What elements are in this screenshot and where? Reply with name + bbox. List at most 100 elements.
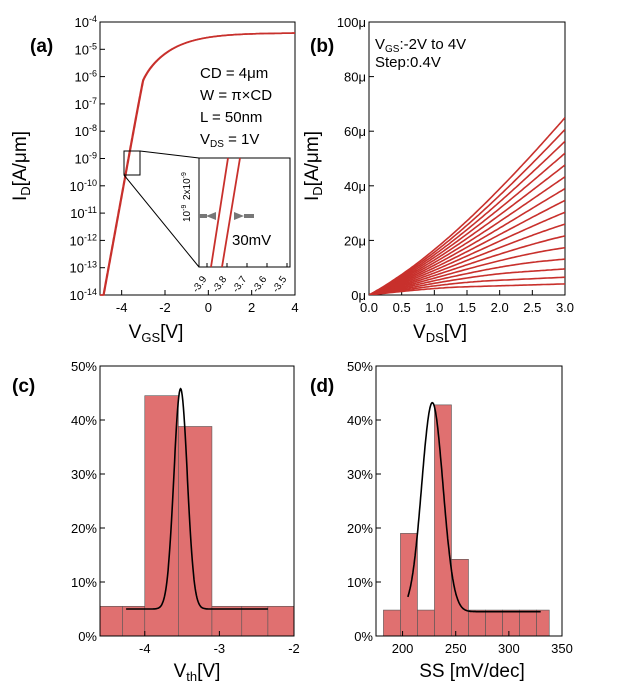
ytick-label: 10-11 bbox=[70, 205, 97, 221]
panel-a-transfer-curve-2 bbox=[100, 32, 295, 296]
ytick-label: 30% bbox=[347, 467, 373, 482]
output-curve bbox=[369, 235, 565, 295]
inset-x-ticks: -3.9 -3.8 -3.7 -3.6 -3.5 bbox=[191, 263, 290, 295]
xtick-label: 4 bbox=[291, 300, 298, 315]
histogram-bar bbox=[536, 609, 550, 637]
histogram-bar bbox=[485, 609, 503, 637]
xtick-label: 0.5 bbox=[393, 300, 411, 315]
panel-c-bars bbox=[99, 395, 295, 637]
panel-c-y-ticks: 0% 10% 20% 30% 40% 50% bbox=[71, 359, 105, 644]
ytick-label: 10-8 bbox=[75, 123, 97, 139]
ytick-label: 10% bbox=[71, 575, 97, 590]
panel-d-x-ticks: 200 250 300 350 bbox=[392, 631, 573, 656]
panel-d-bars bbox=[383, 404, 550, 637]
panel-b-legend-line2: Step:0.4V bbox=[375, 54, 441, 71]
annotation-l: L = 50nm bbox=[200, 109, 262, 126]
xtick-label: 300 bbox=[498, 641, 520, 656]
panel-c-x-ticks: -4 -3 -2 bbox=[139, 631, 300, 656]
ytick-label: 50% bbox=[71, 359, 97, 374]
histogram-bar bbox=[400, 533, 418, 637]
histogram-bar bbox=[144, 395, 179, 637]
ytick-label: 80μ bbox=[344, 70, 366, 85]
panel-b-x-ticks: 0.0 0.5 1.0 1.5 2.0 2.5 3.0 bbox=[360, 290, 574, 315]
ytick-label: 10-12 bbox=[70, 232, 97, 248]
panel-b-legend-line1: VGS:-2V to 4V bbox=[375, 36, 466, 55]
xtick-label: 2.0 bbox=[491, 300, 509, 315]
ytick-label: 20% bbox=[347, 521, 373, 536]
output-curve bbox=[369, 246, 565, 295]
ytick-label: 0% bbox=[78, 629, 97, 644]
panel-a-ylabel: ID[A/μm] bbox=[10, 131, 33, 201]
panel-d-gaussian-fit bbox=[407, 401, 541, 613]
xtick-label: 2.5 bbox=[523, 300, 541, 315]
ytick-label: 0% bbox=[354, 629, 373, 644]
output-curve bbox=[369, 128, 565, 295]
ytick-label: 50% bbox=[347, 359, 373, 374]
ytick-label: 10-7 bbox=[75, 96, 97, 112]
xtick-label: 2 bbox=[248, 300, 255, 315]
inset-curve-2 bbox=[221, 157, 241, 268]
ytick-label: 10-14 bbox=[70, 287, 97, 303]
xtick-label: 0 bbox=[205, 300, 212, 315]
ytick-label: 40% bbox=[347, 413, 373, 428]
annotation-vds: VDS = 1V bbox=[200, 131, 259, 150]
panel-c-xlabel: Vth[V] bbox=[174, 661, 221, 684]
zoom-leader-bottom bbox=[123, 174, 200, 268]
xtick-label: -4 bbox=[116, 300, 128, 315]
xtick-label: -3 bbox=[214, 641, 226, 656]
xtick-label: -2 bbox=[159, 300, 171, 315]
panel-d: (d) 0% 10% 20% 30% 40% 50% 200 250 300 350 SS [m… bbox=[310, 359, 573, 682]
ytick-label: 10-13 bbox=[70, 260, 97, 276]
panel-b: (b) 0μ 20μ 40μ 60μ 80μ 100μ 0.0 0.5 1.0 1.5 2.0 2.… bbox=[302, 15, 574, 345]
histogram-bar bbox=[99, 605, 123, 637]
histogram-bar bbox=[267, 605, 295, 637]
histogram-bar bbox=[468, 609, 486, 637]
panel-b-output-curves bbox=[369, 117, 565, 295]
panel-c-frame bbox=[99, 365, 295, 637]
histogram-bar bbox=[451, 559, 469, 637]
histogram-bar bbox=[502, 609, 520, 637]
output-curve bbox=[369, 211, 565, 295]
xtick-label: 350 bbox=[551, 641, 573, 656]
output-curve bbox=[369, 152, 565, 295]
inset-xtick-label: -3.5 bbox=[271, 274, 290, 295]
ytick-label: 40% bbox=[71, 413, 97, 428]
histogram-bar bbox=[417, 609, 435, 637]
panel-a-y-ticks: 10-14 10-13 10-12 10-11 10-10 10-9 10-8 10-7 10-… bbox=[70, 14, 105, 303]
panel-b-xlabel: VDS[V] bbox=[413, 322, 467, 345]
xtick-label: 1.0 bbox=[425, 300, 443, 315]
ytick-label: 60μ bbox=[344, 124, 366, 139]
panel-c-gaussian-fit bbox=[126, 387, 268, 610]
xtick-label: 3.0 bbox=[556, 300, 574, 315]
xtick-label: 0.0 bbox=[360, 300, 378, 315]
panel-a-annotations: CD = 4μm W = π×CD L = 50nm VDS = 1V bbox=[200, 65, 272, 150]
xtick-label: -2 bbox=[288, 641, 300, 656]
panel-a-x-ticks: -4 -2 0 2 4 bbox=[116, 290, 299, 315]
output-curve bbox=[369, 199, 565, 295]
panel-d-xlabel: SS [mV/dec] bbox=[419, 661, 525, 682]
histogram-bar bbox=[383, 609, 401, 637]
ytick-label: 10-9 bbox=[75, 151, 97, 167]
xtick-label: 250 bbox=[445, 641, 467, 656]
output-curve bbox=[369, 268, 565, 295]
xtick-label: 200 bbox=[392, 641, 414, 656]
inset-xtick-label: -3.7 bbox=[231, 274, 250, 295]
ytick-label: 10-4 bbox=[75, 14, 97, 30]
zoom-box bbox=[123, 150, 141, 176]
panel-b-ylabel: ID[A/μm] bbox=[302, 131, 325, 201]
arrow-left-shaft bbox=[244, 214, 254, 218]
output-curve bbox=[369, 258, 565, 295]
xtick-label: -4 bbox=[139, 641, 151, 656]
panel-a-label: (a) bbox=[30, 36, 53, 57]
zoom-leader-top bbox=[139, 150, 200, 159]
arrow-left-icon bbox=[234, 212, 244, 220]
ytick-label: 30% bbox=[71, 467, 97, 482]
ytick-label: 100μ bbox=[337, 15, 366, 30]
inset: 30mV -3.9 -3.8 -3.7 -3.6 -3.5 2x10-9 10-9 bbox=[181, 157, 291, 295]
ytick-label: 0μ bbox=[351, 288, 366, 303]
histogram-bar bbox=[178, 426, 213, 637]
panel-d-frame bbox=[375, 365, 563, 637]
inset-shift-label: 30mV bbox=[232, 232, 271, 249]
output-curve bbox=[369, 117, 565, 295]
